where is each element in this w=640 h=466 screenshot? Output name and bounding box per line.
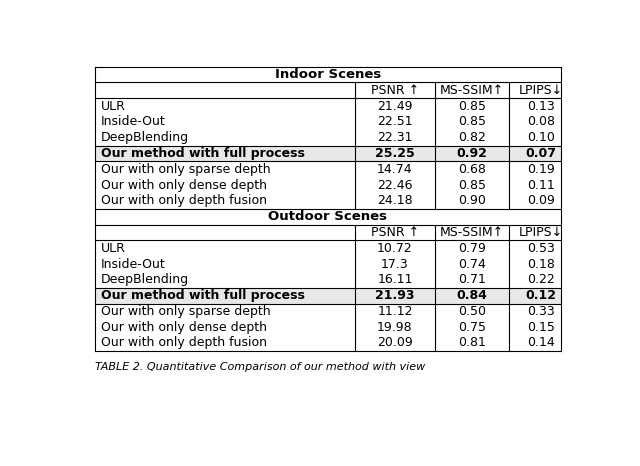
Text: 0.68: 0.68 [458, 163, 486, 176]
Text: 0.10: 0.10 [527, 131, 556, 144]
Text: Our with only depth fusion: Our with only depth fusion [101, 194, 267, 207]
Text: 25.25: 25.25 [375, 147, 415, 160]
Text: 0.79: 0.79 [458, 242, 486, 255]
Text: 21.49: 21.49 [377, 100, 413, 113]
Text: 0.85: 0.85 [458, 100, 486, 113]
Text: 24.18: 24.18 [377, 194, 413, 207]
Text: 0.18: 0.18 [527, 258, 556, 271]
Text: Outdoor Scenes: Outdoor Scenes [269, 210, 387, 223]
Text: Inside-Out: Inside-Out [101, 116, 166, 129]
Text: LPIPS↓: LPIPS↓ [519, 84, 563, 97]
Text: 0.11: 0.11 [527, 178, 555, 192]
Text: 22.51: 22.51 [377, 116, 413, 129]
Text: 19.98: 19.98 [377, 321, 413, 334]
Text: 0.15: 0.15 [527, 321, 556, 334]
Text: 0.13: 0.13 [527, 100, 555, 113]
Text: 0.84: 0.84 [456, 289, 487, 302]
Text: 20.09: 20.09 [377, 336, 413, 350]
Text: 0.85: 0.85 [458, 178, 486, 192]
Text: Inside-Out: Inside-Out [101, 258, 166, 271]
Text: 11.12: 11.12 [377, 305, 413, 318]
Text: 0.22: 0.22 [527, 274, 555, 286]
Text: 0.92: 0.92 [456, 147, 487, 160]
Text: 0.09: 0.09 [527, 194, 556, 207]
Text: 21.93: 21.93 [375, 289, 415, 302]
Text: 0.08: 0.08 [527, 116, 556, 129]
Text: Indoor Scenes: Indoor Scenes [275, 68, 381, 81]
Text: ULR: ULR [101, 242, 125, 255]
Text: 0.33: 0.33 [527, 305, 555, 318]
Text: 0.85: 0.85 [458, 116, 486, 129]
Text: 0.71: 0.71 [458, 274, 486, 286]
Text: 22.31: 22.31 [377, 131, 413, 144]
Text: 16.11: 16.11 [377, 274, 413, 286]
Text: 0.82: 0.82 [458, 131, 486, 144]
Text: MS-SSIM↑: MS-SSIM↑ [440, 84, 504, 97]
Bar [95, 145, 561, 161]
Text: Our with only dense depth: Our with only dense depth [101, 321, 267, 334]
Text: Our method with full process: Our method with full process [101, 289, 305, 302]
Text: TABLE 2. Quantitative Comparison of our method with view: TABLE 2. Quantitative Comparison of our … [95, 362, 425, 371]
Text: 0.50: 0.50 [458, 305, 486, 318]
Text: 0.74: 0.74 [458, 258, 486, 271]
Text: ULR: ULR [101, 100, 125, 113]
Text: 0.14: 0.14 [527, 336, 555, 350]
Text: Our with only sparse depth: Our with only sparse depth [101, 305, 271, 318]
Text: Our method with full process: Our method with full process [101, 147, 305, 160]
Text: 17.3: 17.3 [381, 258, 409, 271]
Bar [95, 288, 561, 303]
Text: 0.75: 0.75 [458, 321, 486, 334]
Text: Our with only dense depth: Our with only dense depth [101, 178, 267, 192]
Text: 22.46: 22.46 [377, 178, 413, 192]
Text: 0.81: 0.81 [458, 336, 486, 350]
Text: PSNR ↑: PSNR ↑ [371, 84, 419, 97]
Text: 0.53: 0.53 [527, 242, 556, 255]
Text: 0.07: 0.07 [526, 147, 557, 160]
Text: 10.72: 10.72 [377, 242, 413, 255]
Text: MS-SSIM↑: MS-SSIM↑ [440, 226, 504, 239]
Text: 0.90: 0.90 [458, 194, 486, 207]
Text: Our with only depth fusion: Our with only depth fusion [101, 336, 267, 350]
Text: LPIPS↓: LPIPS↓ [519, 226, 563, 239]
Text: 0.19: 0.19 [527, 163, 555, 176]
Text: Our with only sparse depth: Our with only sparse depth [101, 163, 271, 176]
Text: 14.74: 14.74 [377, 163, 413, 176]
Text: DeepBlending: DeepBlending [101, 131, 189, 144]
Text: DeepBlending: DeepBlending [101, 274, 189, 286]
Text: 0.12: 0.12 [526, 289, 557, 302]
Text: PSNR ↑: PSNR ↑ [371, 226, 419, 239]
